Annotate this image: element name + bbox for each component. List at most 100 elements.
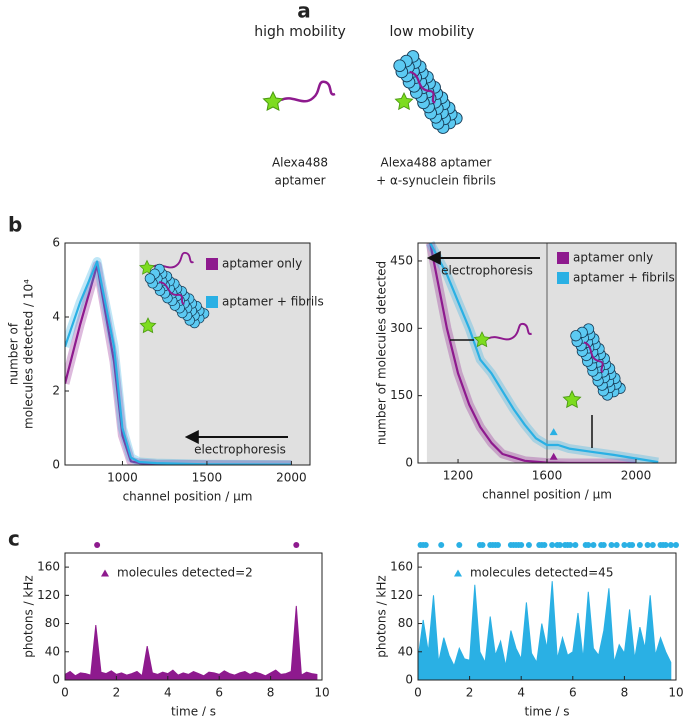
aptamer-icon (262, 80, 336, 112)
fibril-bead (393, 59, 406, 72)
y-axis-label: molecules detected / 10⁴ (22, 279, 36, 429)
aptamer-strand (583, 341, 604, 373)
aptamer-strand (487, 322, 532, 341)
fibril-icon (570, 323, 626, 401)
fibril-icon (144, 263, 210, 329)
y-axis-label: photons / kHz (375, 575, 389, 657)
aptamer-icon (139, 317, 157, 334)
x-tick-label: 4 (517, 686, 525, 700)
event-dot (585, 542, 592, 548)
event-dot (636, 542, 643, 548)
event-dot (94, 542, 101, 548)
annotation: electrophoresis (194, 443, 286, 457)
series-line (429, 242, 659, 463)
y-tick-label: 160 (37, 560, 60, 574)
y-axis-label: photons / kHz (22, 575, 36, 657)
aptamer-icon (562, 389, 582, 409)
event-dot (518, 542, 525, 548)
legend-label: aptamer + fibrils (573, 271, 675, 285)
legend-label: aptamer + fibrils (222, 295, 324, 309)
event-dot (629, 542, 636, 548)
y-tick-label: 80 (45, 616, 60, 630)
x-tick-label: 2 (466, 686, 474, 700)
annotation: molecules detected=2 (117, 566, 253, 580)
legend-swatch (557, 272, 569, 284)
x-axis-label: channel position / µm (123, 490, 253, 504)
caption: Alexa488 aptamer (381, 156, 492, 170)
y-tick-label: 40 (45, 644, 60, 658)
x-tick-label: 1200 (443, 469, 474, 483)
y-tick-label: 450 (390, 253, 413, 267)
event-dot (649, 542, 656, 548)
illustrations (139, 50, 626, 448)
legend-swatch (206, 296, 218, 308)
legend-triangle (101, 569, 109, 577)
legend-triangle (454, 569, 462, 577)
caption: aptamer (274, 174, 325, 188)
event-dot (600, 542, 607, 548)
fibril-bead (570, 330, 582, 342)
event-dot (644, 542, 651, 548)
legend-label: aptamer only (222, 257, 302, 271)
trace (418, 581, 672, 680)
heading: low mobility (390, 24, 475, 40)
plot-frame (417, 552, 677, 681)
event-dot (567, 542, 574, 548)
panel-label: a (297, 0, 311, 23)
event-dot (525, 542, 532, 548)
y-tick-label: 150 (390, 388, 413, 402)
x-axis-label: channel position / µm (482, 488, 612, 502)
event-dot (572, 542, 579, 548)
dye-star (394, 91, 414, 111)
x-tick-label: 1000 (107, 471, 138, 485)
legend-swatch (557, 252, 569, 264)
annotation: molecules detected=45 (470, 566, 613, 580)
panel-label: c (8, 527, 20, 551)
y-tick-label: 2 (52, 384, 60, 398)
x-tick-label: 4 (164, 686, 172, 700)
x-tick-label: 10 (314, 686, 329, 700)
triangle-marker (549, 428, 558, 436)
y-tick-label: 0 (405, 456, 413, 470)
x-tick-label: 6 (569, 686, 577, 700)
trace (65, 605, 318, 680)
x-tick-label: 10 (668, 686, 683, 700)
fibril-bead (144, 273, 156, 284)
y-tick-label: 6 (52, 236, 60, 250)
aptamer-icon (473, 322, 532, 348)
dye-star (473, 331, 491, 348)
event-dot (662, 542, 669, 548)
y-tick-label: 4 (52, 310, 60, 324)
y-tick-label: 120 (37, 588, 60, 602)
x-axis-label: time / s (171, 705, 216, 716)
event-dot (438, 542, 445, 548)
x-tick-label: 0 (414, 686, 422, 700)
event-dot (479, 542, 486, 548)
panel-label: b (8, 213, 22, 237)
shaded-region (426, 243, 676, 463)
y-tick-label: 160 (390, 560, 413, 574)
caption: Alexa488 (272, 156, 328, 170)
x-tick-label: 0 (61, 686, 69, 700)
event-dot (590, 542, 597, 548)
x-tick-label: 2000 (621, 469, 652, 483)
caption: + α-synuclein fibrils (376, 174, 496, 188)
y-tick-label: 300 (390, 321, 413, 335)
dye-star (139, 317, 157, 334)
y-tick-label: 0 (405, 673, 413, 687)
x-tick-label: 2 (113, 686, 121, 700)
x-axis-label: time / s (524, 705, 569, 716)
event-dot (608, 542, 615, 548)
x-tick-label: 1500 (192, 471, 223, 485)
y-tick-label: 40 (398, 644, 413, 658)
event-dot (422, 542, 429, 548)
y-tick-label: 0 (52, 458, 60, 472)
aptamer-strand (158, 281, 185, 305)
event-dot (673, 542, 679, 548)
event-dot (456, 542, 463, 548)
x-tick-label: 8 (267, 686, 275, 700)
annotation: electrophoresis (441, 264, 533, 278)
y-tick-label: 0 (52, 673, 60, 687)
series-line (65, 260, 292, 465)
